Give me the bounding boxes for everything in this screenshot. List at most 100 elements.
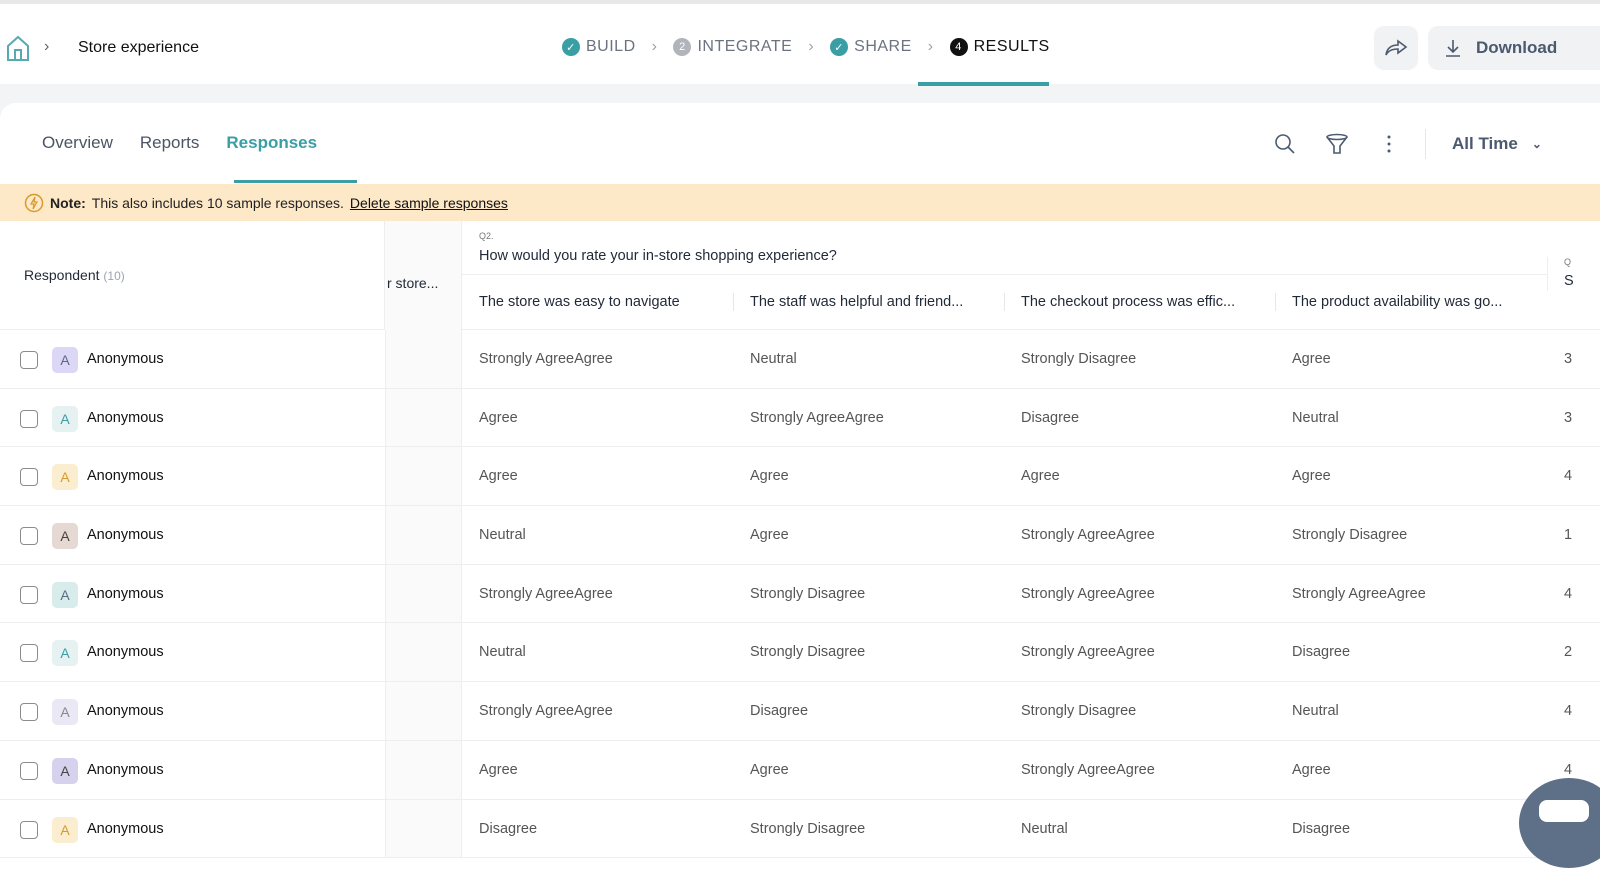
row-checkbox[interactable] bbox=[20, 585, 38, 604]
step-label: BUILD bbox=[586, 38, 636, 55]
time-range-dropdown[interactable]: All Time ⌄ bbox=[1452, 134, 1600, 154]
step-label: RESULTS bbox=[973, 38, 1050, 55]
table-row[interactable]: A Anonymous Agree Strongly AgreeAgree Disagr… bbox=[0, 388, 1600, 448]
response-cell: Agree bbox=[479, 468, 518, 485]
tab-overview[interactable]: Overview bbox=[42, 133, 113, 152]
response-cell: Neutral bbox=[1292, 703, 1339, 720]
respondent-name: Anonymous bbox=[87, 409, 164, 426]
table-row[interactable]: A Anonymous Agree Agree Agree Agree 4 bbox=[0, 447, 1600, 507]
response-cell: Strongly AgreeAgree bbox=[1021, 761, 1155, 778]
divider bbox=[1547, 257, 1548, 291]
avatar: A bbox=[52, 464, 78, 491]
responses-table: Respondent (10) r store... Q2. How would… bbox=[0, 221, 1600, 859]
filter-icon bbox=[1326, 133, 1348, 154]
responses-card: Overview Reports Responses All Time ⌄ Not… bbox=[0, 103, 1600, 874]
table-row[interactable]: A Anonymous Strongly AgreeAgree Disagree Str… bbox=[0, 682, 1600, 741]
response-cell: Strongly AgreeAgree bbox=[1021, 585, 1155, 602]
question-text: How would you rate your in-store shoppin… bbox=[479, 248, 837, 264]
top-bar: › Store experience ✓ BUILD › 2 INTEGRATE › ✓ SH… bbox=[0, 0, 1600, 86]
step-results[interactable]: 4 RESULTS bbox=[949, 38, 1050, 56]
divider bbox=[733, 293, 734, 311]
avatar: A bbox=[52, 699, 78, 726]
divider bbox=[1425, 129, 1426, 159]
breadcrumb-survey-title[interactable]: Store experience bbox=[78, 39, 199, 56]
table-row[interactable]: A Anonymous Agree Agree Strongly AgreeAgree A… bbox=[0, 740, 1600, 800]
chevron-down-icon: ⌄ bbox=[1531, 137, 1542, 151]
row-checkbox[interactable] bbox=[20, 527, 38, 546]
row-checkbox[interactable] bbox=[20, 703, 38, 722]
row-checkbox[interactable] bbox=[20, 820, 38, 839]
previous-question-column[interactable]: r store... bbox=[385, 221, 462, 330]
subcolumn-header[interactable]: The store was easy to navigate bbox=[479, 294, 680, 310]
divider bbox=[462, 274, 1547, 275]
tab-reports[interactable]: Reports bbox=[139, 133, 200, 152]
next-question-text: S bbox=[1564, 273, 1574, 289]
delete-sample-responses-link[interactable]: Delete sample responses bbox=[349, 194, 508, 211]
respondent-name: Anonymous bbox=[87, 644, 164, 661]
response-cell: Agree bbox=[479, 409, 518, 426]
time-range-value: All Time bbox=[1452, 134, 1518, 153]
response-cell: Strongly Disagree bbox=[750, 820, 866, 837]
avatar: A bbox=[52, 405, 78, 432]
table-row[interactable]: A Anonymous Neutral Agree Strongly AgreeAgre… bbox=[0, 506, 1600, 565]
filter-button[interactable] bbox=[1311, 133, 1363, 155]
respondent-name: Anonymous bbox=[87, 351, 164, 367]
response-cell: Strongly AgreeAgree bbox=[1021, 644, 1155, 661]
previous-question-cell bbox=[385, 388, 462, 447]
response-cell: Agree bbox=[1292, 351, 1331, 367]
response-cell: Agree bbox=[1021, 468, 1060, 485]
response-cell: Agree bbox=[750, 527, 789, 544]
previous-question-cell bbox=[385, 799, 462, 858]
download-icon bbox=[1446, 40, 1460, 57]
active-tab-indicator bbox=[234, 180, 357, 183]
step-share[interactable]: ✓ SHARE bbox=[830, 38, 912, 56]
response-cell: Agree bbox=[1292, 468, 1331, 485]
subcolumn-header[interactable]: The checkout process was effic... bbox=[1021, 294, 1236, 310]
table-row[interactable]: A Anonymous Neutral Strongly Disagree Strong… bbox=[0, 623, 1600, 683]
row-checkbox[interactable] bbox=[20, 409, 38, 428]
share-button[interactable] bbox=[1374, 26, 1418, 70]
download-button[interactable]: Download bbox=[1428, 26, 1600, 70]
divider bbox=[1004, 293, 1005, 311]
next-question-cell: 3 bbox=[1564, 351, 1573, 367]
respondent-name: Anonymous bbox=[87, 527, 164, 544]
divider bbox=[1275, 293, 1276, 311]
check-circle-icon: ✓ bbox=[562, 38, 580, 56]
response-cell: Strongly AgreeAgree bbox=[479, 585, 613, 602]
tab-responses[interactable]: Responses bbox=[226, 133, 318, 152]
row-checkbox[interactable] bbox=[20, 761, 38, 780]
row-checkbox[interactable] bbox=[20, 644, 38, 663]
row-checkbox[interactable] bbox=[20, 351, 38, 369]
avatar: A bbox=[52, 523, 78, 550]
avatar: A bbox=[52, 581, 78, 608]
response-cell: Disagree bbox=[1292, 644, 1351, 661]
next-question-cell: 4 bbox=[1564, 703, 1573, 720]
respondent-name: Anonymous bbox=[87, 761, 164, 778]
response-cell: Neutral bbox=[479, 527, 526, 544]
chat-widget-button[interactable] bbox=[1519, 778, 1600, 868]
table-row[interactable]: A Anonymous Strongly AgreeAgree Neutral Stro… bbox=[0, 330, 1600, 389]
response-cell: Neutral bbox=[479, 644, 526, 661]
response-cell: Disagree bbox=[479, 820, 538, 837]
next-question-cell: 4 bbox=[1564, 761, 1573, 778]
row-checkbox[interactable] bbox=[20, 468, 38, 487]
respondent-name: Anonymous bbox=[87, 820, 164, 837]
subcolumn-header[interactable]: The product availability was go... bbox=[1292, 294, 1503, 310]
more-options-button[interactable] bbox=[1363, 134, 1415, 154]
response-cell: Strongly Disagree bbox=[750, 644, 866, 661]
table-row[interactable]: A Anonymous Strongly AgreeAgree Strongly Di… bbox=[0, 564, 1600, 624]
search-button[interactable] bbox=[1259, 133, 1311, 155]
table-row[interactable]: A Anonymous Disagree Strongly Disagree Neutr… bbox=[0, 799, 1600, 859]
subcolumn-header[interactable]: The staff was helpful and friend... bbox=[750, 294, 964, 310]
avatar: A bbox=[52, 757, 78, 784]
step-number-badge: 4 bbox=[949, 38, 968, 56]
step-build[interactable]: ✓ BUILD bbox=[562, 38, 636, 56]
respondent-name: Anonymous bbox=[87, 703, 164, 720]
step-integrate[interactable]: 2 INTEGRATE bbox=[673, 38, 792, 56]
next-question-number: Q bbox=[1564, 257, 1572, 267]
table-header: Respondent (10) r store... Q2. How would… bbox=[0, 221, 1600, 330]
home-icon[interactable] bbox=[6, 34, 30, 62]
response-cell: Strongly Disagree bbox=[1292, 527, 1408, 544]
respondent-column-header: Respondent (10) bbox=[0, 221, 385, 330]
response-cell: Strongly AgreeAgree bbox=[1292, 585, 1426, 602]
